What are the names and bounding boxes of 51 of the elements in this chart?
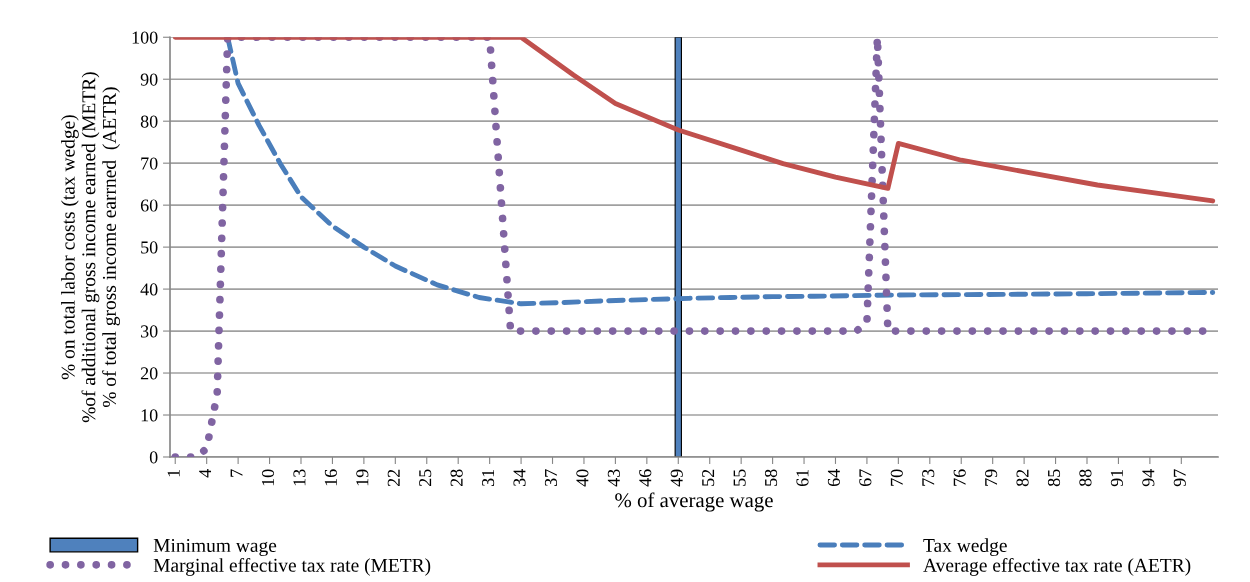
x-tick-label: 22 <box>387 469 400 487</box>
x-tick-label: 13 <box>293 469 306 486</box>
y-tick-label: 100 <box>132 31 158 44</box>
x-tick-label: 88 <box>1079 469 1092 487</box>
x-tick-label: 55 <box>733 469 746 486</box>
x-tick-label: 25 <box>419 469 432 487</box>
x-tick-label: 4 <box>199 469 212 478</box>
x-tick-label: 64 <box>827 469 840 487</box>
x-tick-label: 61 <box>796 469 809 487</box>
x-tick-label: 49 <box>670 469 683 487</box>
x-tick-label: 43 <box>607 469 620 487</box>
x-tick-label: 10 <box>261 469 275 486</box>
x-tick-label: 46 <box>639 469 652 487</box>
x-tick-label: 7 <box>230 469 243 477</box>
x-tick-label: 79 <box>985 469 998 486</box>
x-tick-label: 70 <box>890 469 903 486</box>
x-tick-label: 31 <box>482 469 495 486</box>
x-axis-title: % of average wage <box>615 492 773 512</box>
x-tick-label: 28 <box>450 469 463 487</box>
legend-label: Minimum wage <box>153 538 277 557</box>
x-tick-label: 37 <box>544 469 558 486</box>
y-tick-label: 50 <box>141 241 158 254</box>
x-tick-label: 16 <box>324 469 337 486</box>
x-tick-label: 73 <box>922 469 935 486</box>
y-tick-label: 90 <box>140 73 158 86</box>
legend-label: Tax wedge <box>923 538 1007 557</box>
y-tick-label: 30 <box>141 325 158 338</box>
x-tick-label: 97 <box>1173 469 1186 487</box>
x-tick-label: 52 <box>702 469 715 486</box>
x-tick-label: 91 <box>1110 469 1123 487</box>
x-tick-label: 82 <box>1016 469 1029 487</box>
y-tick-label: 70 <box>141 157 158 170</box>
x-tick-label: 19 <box>356 469 369 486</box>
x-tick-label: 40 <box>576 469 589 487</box>
x-tick-label: 85 <box>1047 469 1061 487</box>
x-tick-label: 76 <box>953 469 966 486</box>
y-axis-title: % on total labor costs (tax wedge) %of additional gross income earned (METR) % of total gross income earrned (AETR) <box>61 72 120 423</box>
x-tick-label: 67 <box>859 469 872 487</box>
y-tick-label: 80 <box>140 115 158 128</box>
y-tick-label: 40 <box>140 283 158 296</box>
line-series <box>172 37 1216 204</box>
legend-label: Average effective tax rate (AETR) <box>923 557 1191 576</box>
legend-label: Marginal effective tax rate (METR) <box>153 557 431 576</box>
x-tick-label: 94 <box>1142 469 1155 487</box>
y-tick-label: 60 <box>140 199 158 212</box>
y-tick-label: 10 <box>141 409 158 422</box>
y-tick-label: 0 <box>149 451 158 464</box>
x-tick-label: 58 <box>764 469 778 486</box>
y-tick-label: 20 <box>140 367 158 380</box>
x-tick-label: 1 <box>167 469 180 477</box>
x-tick-label: 34 <box>513 469 526 486</box>
